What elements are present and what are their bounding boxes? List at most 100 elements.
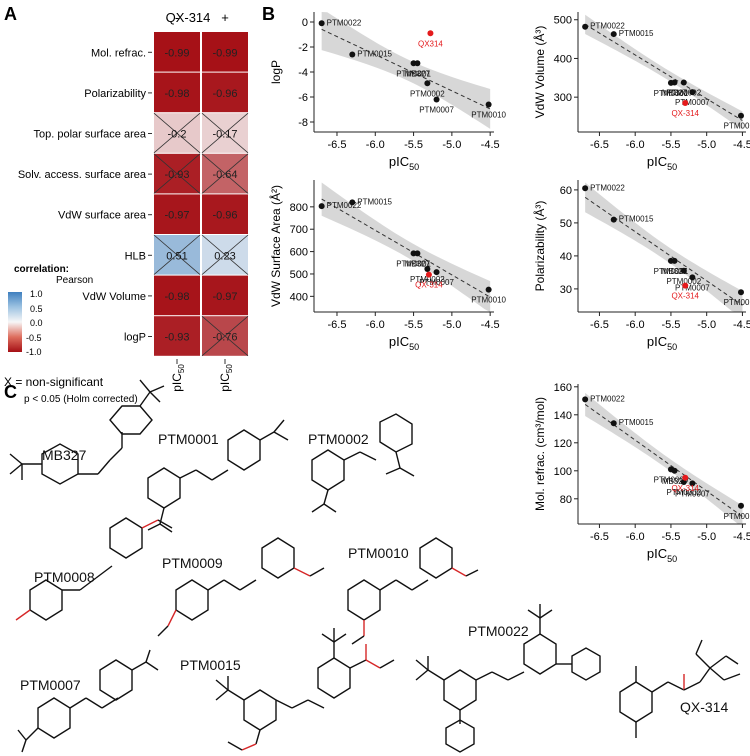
data-point bbox=[737, 112, 744, 119]
data-point bbox=[689, 89, 696, 96]
regression-line bbox=[321, 28, 491, 110]
structure-ptm0001 bbox=[147, 419, 289, 533]
panel-label-c: C bbox=[4, 382, 17, 402]
heatmap-value: -0.93 bbox=[164, 332, 189, 344]
point-label: QX-314 bbox=[671, 484, 699, 493]
heatmap-column-sign: - bbox=[175, 10, 179, 25]
x-axis-label: pIC50 bbox=[647, 546, 677, 564]
data-point bbox=[318, 20, 325, 27]
structure-ptm0008 bbox=[15, 517, 173, 621]
point-label: QX-314 bbox=[415, 281, 443, 290]
y-tick-label: -2 bbox=[298, 42, 308, 54]
heatmap-value: -0.2 bbox=[168, 129, 187, 141]
heatmap-value: -0.97 bbox=[212, 291, 237, 303]
structure-ptm0002 bbox=[311, 413, 415, 513]
legend-title: correlation: bbox=[14, 264, 69, 275]
scatter-chart: 0 -2 -4 -6 -8 -6.5 -6.0 -5.5 -5.0 -4.5 pIC50 logP PT… bbox=[269, 12, 507, 172]
point-label: PTM0007 bbox=[675, 98, 710, 107]
x-axis-label: pIC50 bbox=[389, 334, 419, 352]
scatter-chart: 500 400 300 -6.5 -6.0 -5.5 -5.0 -4.5 pIC50 VdW Vo… bbox=[532, 12, 750, 172]
heatmap-value: -0.64 bbox=[212, 169, 237, 181]
heatmap-value: -0.96 bbox=[212, 210, 237, 222]
point-label: PTM0002 bbox=[666, 488, 701, 497]
regression-line bbox=[321, 198, 491, 298]
y-tick-label: 40 bbox=[560, 251, 572, 263]
x-tick-label: -6.0 bbox=[626, 531, 645, 543]
point-label: PTM0022 bbox=[327, 18, 362, 27]
point-label: PTM0015 bbox=[619, 29, 654, 38]
y-tick-label: 300 bbox=[554, 92, 572, 104]
compound-label: QX-314 bbox=[680, 699, 728, 715]
point-label: PTM0022 bbox=[590, 183, 625, 192]
y-axis-label: VdW Surface Area (Å²) bbox=[268, 185, 283, 307]
heatmap-row-label: VdW Volume bbox=[82, 291, 146, 303]
y-tick-label: 120 bbox=[554, 438, 572, 450]
structure-ptm0022 bbox=[415, 604, 601, 753]
confidence-band bbox=[585, 182, 743, 312]
nonsig-cross bbox=[153, 234, 201, 275]
point-label: MB327 bbox=[662, 267, 688, 276]
heatmap-row-label: logP bbox=[124, 332, 146, 344]
data-point bbox=[427, 30, 434, 37]
legend-tick: 0.5 bbox=[30, 304, 43, 314]
compound-label: PTM0009 bbox=[162, 555, 223, 571]
y-tick-label: 60 bbox=[560, 185, 572, 197]
point-label: PTM0007 bbox=[675, 489, 710, 498]
point-label: PTM0001 bbox=[654, 89, 689, 98]
point-label: PTM0015 bbox=[619, 215, 654, 224]
data-point bbox=[349, 51, 356, 58]
y-tick-label: -8 bbox=[298, 117, 308, 129]
compound-label: PTM0001 bbox=[158, 431, 219, 447]
point-label: MB327 bbox=[405, 259, 431, 268]
y-tick-label: 400 bbox=[554, 53, 572, 65]
structure-ptm0007 bbox=[17, 649, 159, 753]
data-point bbox=[610, 420, 617, 427]
x-tick-label: -6.5 bbox=[327, 319, 346, 331]
point-label: PTM0009 bbox=[654, 475, 689, 484]
data-point bbox=[349, 199, 356, 206]
heatmap-value: -0.76 bbox=[212, 332, 237, 344]
x-tick-label: -6.5 bbox=[590, 139, 609, 151]
data-point bbox=[682, 99, 689, 106]
data-point bbox=[610, 31, 617, 38]
compound-label: PTM0010 bbox=[348, 545, 409, 561]
point-label: QX314 bbox=[418, 39, 443, 48]
data-point bbox=[680, 79, 687, 86]
legend-p-note: p < 0.05 (Holm corrected) bbox=[24, 394, 138, 405]
heatmap-x-label: pIC50 bbox=[218, 364, 234, 392]
nonsig-cross bbox=[201, 234, 249, 275]
confidence-band bbox=[321, 12, 491, 129]
point-label: PTM0010 bbox=[724, 122, 750, 131]
nonsig-cross bbox=[153, 153, 201, 194]
x-tick-label: -6.0 bbox=[626, 139, 645, 151]
data-point bbox=[671, 467, 678, 474]
scatter-plots: 0 -2 -4 -6 -8 -6.5 -6.0 -5.5 -5.0 -4.5 pIC50 logP PT… bbox=[268, 12, 750, 564]
x-tick-label: -5.0 bbox=[442, 319, 461, 331]
regression-line bbox=[584, 196, 743, 306]
heatmap-value: -0.99 bbox=[164, 47, 189, 59]
structure-qx314 bbox=[619, 639, 741, 738]
x-axis-label: pIC50 bbox=[389, 154, 419, 172]
x-tick-label: -5.5 bbox=[404, 319, 423, 331]
heatmap-cell bbox=[154, 194, 200, 234]
point-label: PTM0010 bbox=[471, 111, 506, 120]
data-point bbox=[737, 289, 744, 296]
panel-label-a: A bbox=[4, 4, 17, 24]
data-point bbox=[425, 271, 432, 278]
legend-tick: -1.0 bbox=[26, 347, 42, 357]
heatmap-row-label: HLB bbox=[125, 250, 146, 262]
heatmap-value: 0.23 bbox=[214, 250, 235, 262]
structure-ptm0010 bbox=[347, 537, 479, 645]
data-point bbox=[610, 216, 617, 223]
point-label: PTM0015 bbox=[619, 418, 654, 427]
data-point bbox=[671, 257, 678, 264]
data-point bbox=[414, 60, 421, 67]
y-tick-label: 500 bbox=[554, 15, 572, 27]
y-tick-label: -6 bbox=[298, 92, 308, 104]
heatmap-value: -0.17 bbox=[212, 129, 237, 141]
point-label: PTM0010 bbox=[724, 298, 750, 307]
y-tick-label: 600 bbox=[290, 247, 308, 259]
y-tick-label: 0 bbox=[302, 17, 308, 29]
nonsig-cross bbox=[153, 112, 201, 154]
point-label: PTM0022 bbox=[590, 394, 625, 403]
